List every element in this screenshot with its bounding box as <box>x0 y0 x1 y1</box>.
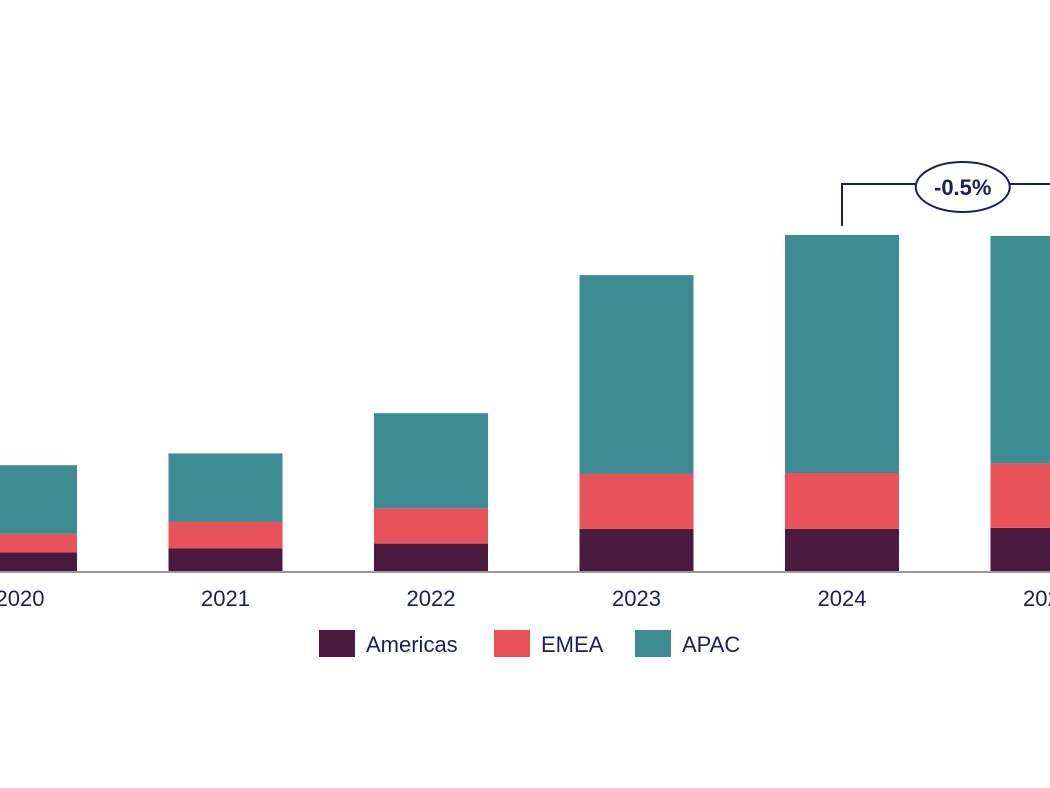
bar-americas-2022 <box>374 543 488 572</box>
legend-label-emea: EMEA <box>541 632 604 657</box>
bar-emea-2025 <box>990 463 1050 528</box>
x-tick-label: 2023 <box>612 586 661 611</box>
callout-label: -0.5% <box>934 175 991 200</box>
bar-emea-2024 <box>785 473 899 529</box>
bar-americas-2020 <box>0 552 77 572</box>
bar-emea-2022 <box>374 508 488 544</box>
bar-emea-2020 <box>0 533 77 553</box>
callout-ellipse <box>914 161 1011 213</box>
legend: Americas EMEA APAC <box>319 630 740 657</box>
bar-americas-2021 <box>168 548 283 572</box>
bar-apac-2024 <box>785 234 899 473</box>
x-tick-label: 2024 <box>818 586 867 611</box>
x-tick-label: 2020 <box>0 586 44 611</box>
bar-apac-2023 <box>579 275 694 474</box>
x-axis-ticks: 2020 2021 2022 2023 2024 2025 <box>0 586 1050 611</box>
x-tick-label: 2022 <box>407 586 456 611</box>
bar-apac-2022 <box>374 413 488 509</box>
bars-group <box>0 234 1050 572</box>
legend-swatch-americas <box>319 630 355 657</box>
bar-emea-2021 <box>168 522 283 549</box>
legend-label-apac: APAC <box>682 632 740 657</box>
bar-apac-2021 <box>168 453 283 522</box>
x-tick-label: 2025 <box>1023 586 1050 611</box>
legend-label-americas: Americas <box>366 632 458 657</box>
legend-swatch-emea <box>494 630 530 657</box>
bar-americas-2023 <box>579 528 694 572</box>
bar-apac-2025 <box>990 235 1050 464</box>
x-tick-label: 2021 <box>201 586 250 611</box>
bar-americas-2025 <box>990 527 1050 572</box>
bar-americas-2024 <box>785 528 899 572</box>
growth-callout: -0.5% <box>841 161 1050 226</box>
bar-apac-2020 <box>0 465 77 534</box>
legend-swatch-apac <box>635 630 671 657</box>
bar-emea-2023 <box>579 474 694 529</box>
